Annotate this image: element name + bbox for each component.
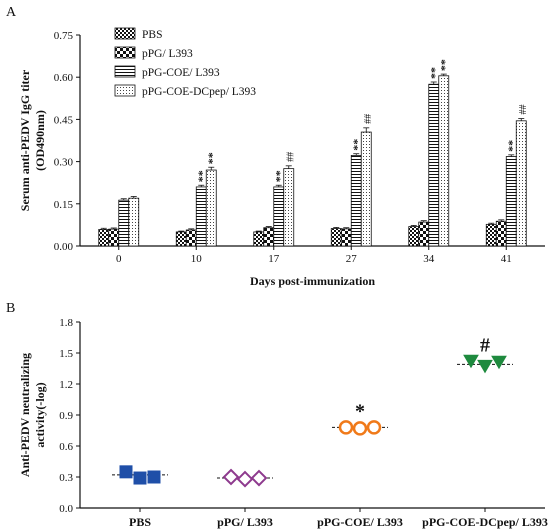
legend-label: pPG/ L393: [142, 48, 193, 60]
significance-label: **: [205, 152, 219, 164]
chart-a-x-tick-label: 17: [268, 253, 280, 265]
bar: [485, 223, 497, 247]
bar: [428, 83, 440, 247]
data-point: [366, 420, 382, 435]
bar: [505, 156, 517, 247]
significance-label: ##: [363, 114, 374, 124]
significance-label: ##: [286, 152, 297, 162]
panel-b-label: B: [6, 301, 15, 316]
chart-b-y-tick-label: 1.5: [59, 348, 73, 360]
chart-a-x-tick-label: 34: [423, 253, 435, 265]
significance-label: **: [350, 139, 364, 151]
chart-b-y-tick-label: 0.9: [59, 410, 73, 422]
chart-a-bars: ******##**##******##: [98, 59, 529, 247]
bar: [175, 231, 187, 247]
significance-label: **: [195, 170, 209, 182]
chart-a-x-axis-label: Days post-immunization: [250, 274, 375, 288]
chart-b-x-tick-label: PBS: [129, 515, 151, 529]
bar: [418, 221, 430, 247]
chart-b-x-tick-label: pPG/ L393: [217, 515, 273, 529]
data-point: [222, 468, 240, 486]
legend-label: pPG-COE-DCpep/ L393: [142, 86, 256, 98]
bar: [408, 226, 420, 247]
bar: [108, 228, 120, 247]
significance-label: **: [438, 59, 452, 71]
data-point: [338, 420, 354, 435]
chart-a: 0.000.150.300.450.600.750 10 17 27 34 41 ****…: [18, 27, 545, 288]
legend-label: PBS: [142, 29, 162, 41]
legend-label: pPG-COE/ L393: [142, 67, 220, 79]
significance-label: #: [480, 334, 490, 356]
chart-b-y-axis-label-line1: Anti-PEDV neutralizing: [18, 353, 32, 477]
chart-b-y-tick-label: 1.2: [59, 379, 73, 391]
chart-a-x-tick-label: 10: [191, 253, 203, 265]
chart-a-y-tick-label: 0.00: [54, 241, 74, 253]
bar: [515, 120, 527, 247]
chart-a-y-tick-label: 0.30: [54, 157, 74, 169]
chart-a-axes: 0.00 0.15 0.30 0.45 0.60 0.75 0 10 17 27 34 41: [54, 30, 545, 265]
chart-b-points: *#: [112, 334, 513, 488]
chart-a-y-axis-label-line2: (OD490nm): [33, 110, 47, 171]
significance-label: **: [428, 67, 442, 79]
panel-a-label: A: [6, 5, 17, 20]
legend-swatch: [114, 46, 136, 59]
chart-a-x-tick-label: 0: [116, 253, 122, 265]
chart-a-y-tick-label: 0.75: [54, 30, 74, 42]
chart-b-y-tick-label: 0.0: [59, 503, 73, 515]
chart-a-x-tick-label: 41: [501, 253, 512, 265]
bar: [495, 220, 507, 247]
legend-swatch: [114, 65, 136, 78]
bar: [263, 227, 275, 247]
data-point: [236, 470, 254, 488]
legend-swatch: [114, 84, 136, 97]
data-point: [463, 354, 479, 369]
chart-a-y-tick-label: 0.15: [54, 199, 74, 211]
chart-b: 0.0 0.3 0.6 0.9 1.2 1.5 1.8 PBS pPG/ L393 pPG-COE…: [18, 317, 548, 529]
significance-label: ##: [518, 105, 529, 115]
data-point: [352, 421, 368, 436]
chart-b-x-tick-label: pPG-COE/ L393: [317, 515, 403, 529]
bar: [330, 228, 342, 247]
chart-b-y-axis-label-line2: activity(-log): [33, 382, 47, 447]
bar: [98, 229, 110, 247]
data-point: [133, 471, 147, 485]
chart-b-x-tick-label: pPG-COE-DCpep/ L393: [422, 515, 548, 529]
data-point: [147, 470, 161, 484]
chart-a-legend: PBS pPG/ L393 pPG-COE/ L393 pPG-COE-DCpep/ …: [114, 27, 256, 98]
data-point: [477, 359, 493, 374]
bar: [253, 231, 265, 247]
data-point: [491, 355, 507, 370]
chart-b-y-tick-label: 0.3: [59, 472, 73, 484]
data-point: [250, 469, 268, 487]
significance-label: **: [273, 170, 287, 182]
data-point: [119, 465, 133, 479]
significance-label: **: [505, 140, 519, 152]
bar: [128, 197, 140, 247]
chart-a-y-tick-label: 0.60: [54, 72, 74, 84]
bar: [273, 186, 285, 247]
bar: [340, 228, 352, 247]
bar: [118, 199, 130, 247]
chart-b-axes: 0.0 0.3 0.6 0.9 1.2 1.5 1.8 PBS pPG/ L393 pPG-COE…: [59, 317, 548, 529]
significance-label: *: [355, 400, 365, 422]
chart-a-x-tick-label: 27: [346, 253, 358, 265]
chart-a-y-tick-label: 0.45: [54, 114, 74, 126]
bar: [438, 75, 450, 247]
bar: [350, 155, 362, 247]
chart-b-y-tick-label: 1.8: [59, 317, 73, 329]
chart-b-y-tick-label: 0.6: [59, 441, 73, 453]
chart-a-y-axis-label-line1: Serum anti-PEDV IgG titer: [18, 69, 32, 211]
bar: [185, 229, 197, 247]
bar: [195, 186, 207, 247]
legend-swatch: [114, 27, 136, 40]
